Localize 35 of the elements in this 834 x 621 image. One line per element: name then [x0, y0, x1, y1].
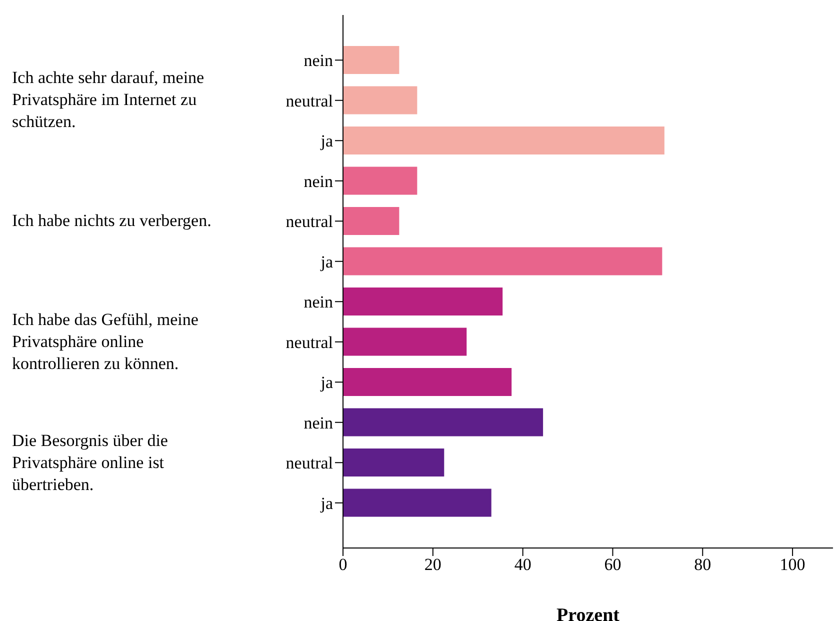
text: Ich habe nichts zu verbergen.: [12, 210, 212, 232]
y-tick-label: neutral: [286, 91, 334, 110]
bar: [343, 328, 467, 356]
y-tick-label: ja: [320, 373, 334, 392]
x-tick-label: 100: [780, 555, 806, 574]
y-tick-label: nein: [304, 413, 334, 432]
text: Ich achte sehr darauf, meine Privatsphäre im Internet zu schützen.: [12, 67, 206, 134]
text: Ich habe das Gefühl, meine Privatsphäre online kontrollieren zu können.: [12, 308, 200, 375]
y-tick-label: nein: [304, 172, 334, 191]
bar: [343, 86, 418, 114]
y-tick-label: nein: [304, 51, 334, 70]
x-tick-label: 80: [694, 555, 712, 574]
bar: [343, 207, 400, 235]
y-tick-label: ja: [320, 132, 334, 151]
x-tick-label: 40: [514, 555, 532, 574]
bar: [343, 408, 544, 436]
bar: [343, 247, 662, 276]
bar: [343, 288, 503, 316]
y-tick-label: ja: [320, 252, 334, 272]
bar: [343, 46, 400, 74]
x-axis-title: Prozent: [556, 605, 620, 621]
bar: [343, 368, 512, 396]
x-tick-label: 0: [338, 555, 348, 574]
bar: [343, 126, 664, 154]
x-tick-label: 20: [424, 555, 442, 574]
text: Die Besorgnis über die Privatsphäre online ist übertrieben.: [12, 430, 169, 496]
bar: [343, 166, 418, 195]
bar: [343, 488, 492, 517]
y-tick-label: neutral: [286, 454, 334, 473]
x-tick-label: 60: [604, 555, 622, 574]
bar: [343, 448, 444, 476]
y-tick-label: ja: [320, 494, 334, 513]
y-tick-label: nein: [304, 292, 334, 312]
y-tick-label: neutral: [286, 332, 334, 352]
y-tick-label: neutral: [286, 212, 334, 232]
